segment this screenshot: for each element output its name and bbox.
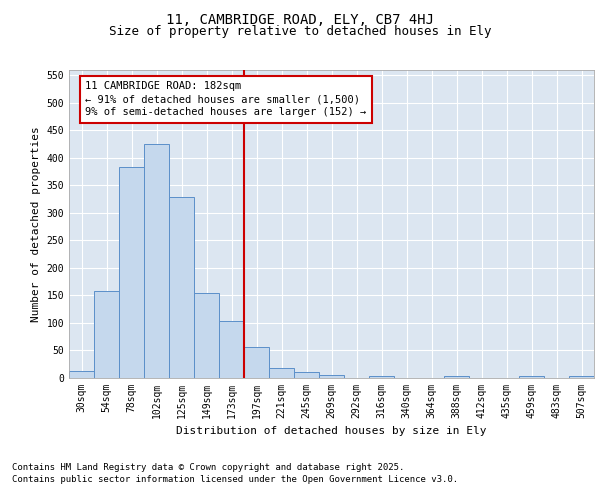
Bar (69, 371, 94, 378)
Bar (269, 368, 294, 378)
Bar (219, 321, 244, 378)
X-axis label: Distribution of detached houses by size in Ely: Distribution of detached houses by size … (176, 426, 487, 436)
Text: Contains public sector information licensed under the Open Government Licence v3: Contains public sector information licen… (12, 474, 458, 484)
Y-axis label: Number of detached properties: Number of detached properties (31, 126, 41, 322)
Bar (94, 292, 119, 378)
Bar (519, 376, 544, 378)
Bar (119, 167, 144, 378)
Text: Size of property relative to detached houses in Ely: Size of property relative to detached ho… (109, 24, 491, 38)
Bar (169, 198, 194, 378)
Bar (294, 372, 319, 378)
Bar (244, 348, 269, 378)
Bar (319, 375, 344, 378)
Bar (569, 376, 594, 378)
Bar (144, 144, 169, 378)
Bar (194, 294, 219, 378)
Text: 11 CAMBRIDGE ROAD: 182sqm
← 91% of detached houses are smaller (1,500)
9% of sem: 11 CAMBRIDGE ROAD: 182sqm ← 91% of detac… (85, 81, 367, 118)
Bar (444, 376, 469, 378)
Text: Contains HM Land Registry data © Crown copyright and database right 2025.: Contains HM Land Registry data © Crown c… (12, 463, 404, 472)
Bar (369, 376, 394, 378)
Text: 11, CAMBRIDGE ROAD, ELY, CB7 4HJ: 11, CAMBRIDGE ROAD, ELY, CB7 4HJ (166, 13, 434, 27)
